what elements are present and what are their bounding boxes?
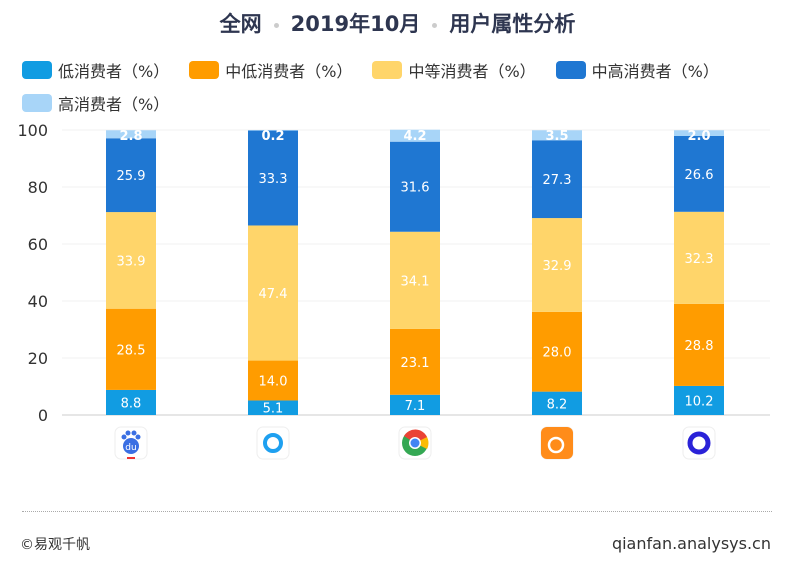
bar-segment[interactable] [106, 138, 156, 213]
site-url: qianfan.analysys.cn [611, 534, 771, 553]
title-date: 2019年10月 [290, 12, 421, 36]
legend-swatch [22, 61, 52, 79]
chart-title: 全网 2019年10月 用户属性分析 [0, 8, 795, 38]
quark-icon [682, 426, 716, 460]
legend-swatch [189, 61, 220, 79]
data-label: 23.1 [401, 356, 430, 371]
data-label: 8.2 [547, 397, 568, 412]
data-label: 8.8 [121, 396, 142, 411]
data-label: 32.3 [685, 252, 714, 267]
y-tick-label: 60 [28, 235, 48, 254]
footer-divider [22, 511, 772, 512]
legend-swatch [22, 94, 52, 112]
data-label: 14.0 [259, 375, 288, 390]
baidu-app-icon: du [114, 426, 148, 460]
data-label: 2.8 [119, 129, 142, 144]
bar-segment[interactable] [106, 212, 156, 309]
data-label: 28.0 [543, 346, 572, 361]
title-subject: 用户属性分析 [449, 12, 576, 36]
bar-segment[interactable] [390, 394, 440, 415]
bar-segment[interactable] [248, 360, 298, 401]
stacked-bar-chart: 0 20 40 60 80 100 8.8 28.5 33.9 25.9 2.8 du 5.1 14.0 4… [17, 121, 770, 460]
legend-label: 中等消费者（%） [408, 62, 536, 81]
data-label: 33.3 [259, 172, 288, 187]
legend: 低消费者（%） 中低消费者（%） 中等消费者（%） 中高消费者（%） 高消费者（%） [22, 58, 782, 124]
data-label: 33.9 [117, 254, 146, 269]
bar-segment[interactable] [106, 308, 156, 390]
title-scope: 全网 [219, 12, 262, 36]
legend-label: 低消费者（%） [58, 62, 170, 81]
bar-segment[interactable] [532, 218, 582, 312]
legend-label: 中高消费者（%） [591, 62, 719, 81]
y-tick-label: 80 [28, 178, 48, 197]
legend-label: 高消费者（%） [58, 95, 170, 114]
bar-segment[interactable] [248, 225, 298, 361]
separator-dot [432, 22, 438, 28]
bar-segment[interactable] [674, 135, 724, 212]
bar-segment[interactable] [248, 130, 298, 131]
bar-segment[interactable] [532, 140, 582, 219]
data-label: 28.5 [117, 343, 146, 358]
bar-segment[interactable] [390, 129, 440, 142]
data-label: 26.6 [685, 168, 714, 183]
uc-browser-icon [540, 426, 574, 460]
bar-segment[interactable] [674, 211, 724, 304]
data-label: 10.2 [685, 394, 714, 409]
bar-segment[interactable] [674, 385, 724, 415]
legend-swatch [555, 61, 586, 79]
chrome-icon [398, 426, 432, 460]
data-label: 47.4 [259, 287, 288, 302]
bar-segment[interactable] [532, 130, 582, 141]
svg-text:du: du [125, 443, 136, 453]
bar-segment[interactable] [674, 130, 724, 136]
bar-segment[interactable] [106, 389, 156, 415]
data-label: 0.2 [261, 129, 284, 144]
y-tick-label: 20 [28, 349, 48, 368]
legend-label: 中低消费者（%） [225, 62, 353, 81]
bar-segment[interactable] [674, 303, 724, 386]
data-label: 28.8 [685, 339, 714, 354]
bar-segment[interactable] [390, 231, 440, 329]
data-label: 3.5 [545, 129, 568, 144]
data-label: 2.0 [687, 129, 710, 144]
data-label: 4.2 [403, 129, 426, 144]
y-tick-label: 40 [28, 292, 48, 311]
legend-item[interactable]: 中等消费者（%） [372, 58, 536, 82]
bar-segment[interactable] [248, 130, 298, 226]
bar-segment[interactable] [390, 328, 440, 395]
bar-segment[interactable] [106, 130, 156, 139]
y-tick-label: 0 [38, 406, 48, 425]
bar-segment[interactable] [532, 391, 582, 415]
data-label: 32.9 [543, 259, 572, 274]
qq-browser-icon [256, 426, 290, 460]
data-label: 5.1 [263, 402, 284, 417]
legend-swatch [372, 61, 403, 79]
data-label: 34.1 [401, 274, 430, 289]
legend-item[interactable]: 低消费者（%） [22, 58, 169, 82]
separator-dot [273, 22, 279, 28]
legend-item[interactable]: 中低消费者（%） [189, 58, 352, 82]
bar-segment[interactable] [390, 141, 440, 232]
data-label: 27.3 [543, 173, 572, 188]
data-label: 7.1 [405, 399, 426, 414]
bar-segment[interactable] [532, 311, 582, 392]
legend-item[interactable]: 高消费者（%） [22, 91, 169, 115]
data-label: 31.6 [401, 181, 430, 196]
bar-segment[interactable] [248, 400, 298, 415]
legend-item[interactable]: 中高消费者（%） [555, 58, 719, 82]
data-label: 25.9 [117, 169, 146, 184]
y-tick-label: 100 [17, 121, 48, 140]
copyright: ©易观千帆 [20, 537, 90, 553]
